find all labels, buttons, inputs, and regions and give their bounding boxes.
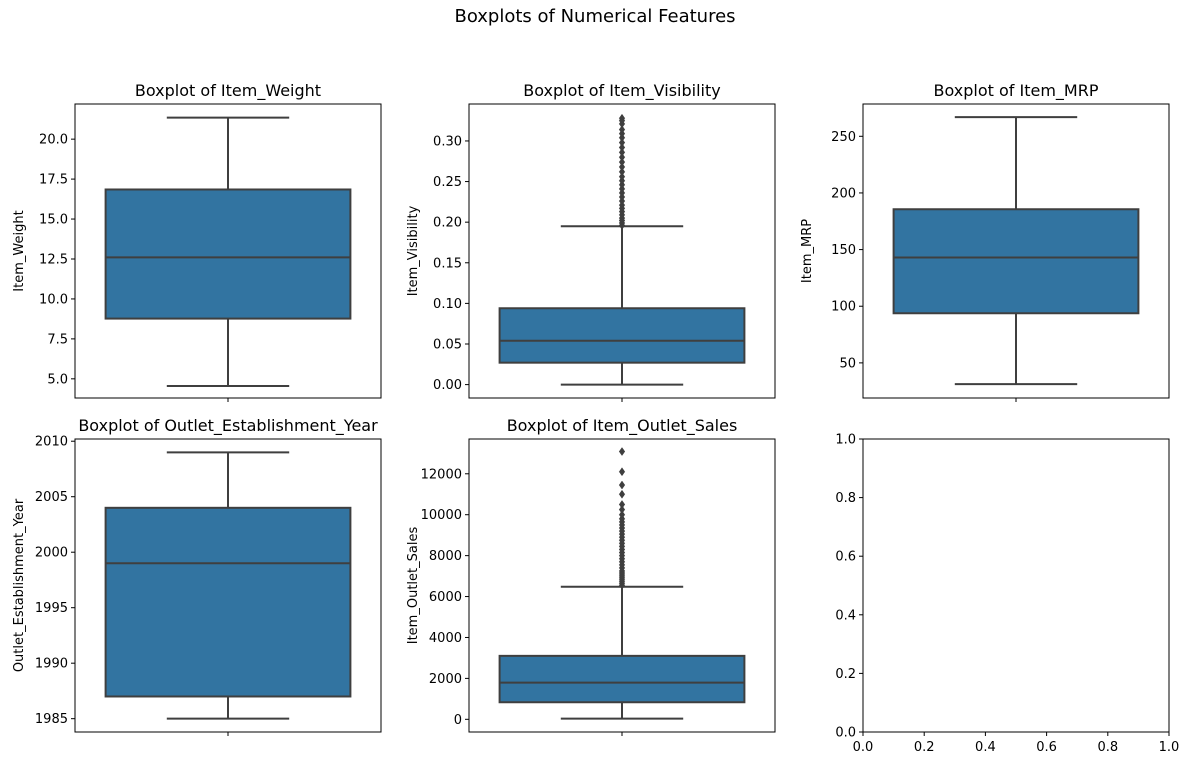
- y-tick-label: 5.0: [47, 372, 68, 387]
- x-tick-label: 0.0: [853, 740, 874, 755]
- outlier-point: [618, 143, 626, 152]
- outlier-point: [618, 505, 626, 515]
- outlier-point: [618, 172, 626, 182]
- y-axis-label: Item_Weight: [12, 210, 27, 291]
- y-tick-label: 100: [831, 300, 856, 315]
- outlier-point: [618, 157, 626, 167]
- y-tick-label: 10.0: [39, 292, 68, 307]
- outlier-point: [618, 125, 626, 135]
- y-tick-label: 8000: [429, 549, 462, 564]
- subplot-title: Boxplot of Item_Weight: [135, 81, 321, 101]
- iqr-box: [498, 654, 746, 704]
- outlier-point: [618, 500, 626, 509]
- subplot-title: Boxplot of Item_Visibility: [523, 81, 720, 101]
- y-tick-label: 10000: [421, 508, 462, 523]
- outlier-point: [618, 113, 626, 123]
- subplot-title: Boxplot of Outlet_Establishment_Year: [78, 416, 378, 436]
- y-tick-label: 0.00: [433, 378, 462, 393]
- y-axis-label: Outlet_Establishment_Year: [12, 498, 27, 672]
- subplot-6: 0.0 0.2 0.4 0.6 0.8 1.0 0.0 0.2 0.4 0.6 0.8 1.0: [835, 433, 1179, 756]
- y-tick-label: 12000: [421, 467, 462, 482]
- x-tick-label: 0.6: [1036, 740, 1057, 755]
- subplot-5: Boxplot of Item_Outlet_Sales 0 2000 4000 600…: [406, 416, 776, 736]
- outlier-point: [618, 162, 626, 172]
- iqr-box: [892, 208, 1140, 315]
- outlier-point: [618, 138, 626, 148]
- y-tick-label: 17.5: [39, 173, 68, 188]
- y-axis-label: Item_Outlet_Sales: [406, 527, 421, 645]
- y-tick-label: 1995: [35, 601, 68, 616]
- y-tick-label: 4000: [429, 631, 462, 646]
- subplot-title: Boxplot of Item_MRP: [934, 81, 1099, 101]
- y-tick-label: 0.15: [433, 256, 462, 271]
- outlier-point: [618, 147, 626, 157]
- outlier-point: [618, 510, 626, 520]
- y-tick-label: 150: [831, 243, 856, 258]
- x-tick-label: 0.8: [1097, 740, 1118, 755]
- y-axis-label: Item_Visibility: [406, 205, 421, 296]
- axes-frame: [74, 103, 382, 399]
- y-tick-label: 0.10: [433, 297, 462, 312]
- x-tick-label: 1.0: [1159, 740, 1180, 755]
- y-tick-label: 2005: [35, 490, 68, 505]
- y-tick-label: 250: [831, 130, 856, 145]
- y-tick-label: 12.5: [39, 252, 68, 267]
- axes-frame: [862, 103, 1170, 399]
- y-tick-label: 0.05: [433, 337, 462, 352]
- y-tick-label: 2000: [429, 672, 462, 687]
- iqr-box: [104, 506, 352, 698]
- y-tick-label: 1990: [35, 657, 68, 672]
- y-tick-label: 0.6: [835, 550, 856, 565]
- axes-frame: [468, 438, 776, 733]
- y-tick-label: 0.0: [835, 726, 856, 741]
- y-tick-label: 0.8: [835, 491, 856, 506]
- figure-title: Boxplots of Numerical Features: [454, 6, 736, 27]
- y-tick-label: 0.25: [433, 175, 462, 190]
- subplot-title: Boxplot of Item_Outlet_Sales: [507, 416, 738, 436]
- y-axis-label: Item_MRP: [800, 219, 815, 283]
- y-tick-label: 15.0: [39, 213, 68, 228]
- iqr-box: [104, 188, 352, 320]
- axes-frame: [74, 438, 382, 733]
- y-tick-label: 0: [454, 713, 462, 728]
- subplot-2: Boxplot of Item_Visibility 0.00 0.05 0.10 0.…: [406, 81, 776, 402]
- iqr-box: [498, 307, 746, 364]
- x-tick-label: 0.2: [914, 740, 935, 755]
- y-tick-label: 1985: [35, 712, 68, 727]
- subplot-4: Boxplot of Outlet_Establishment_Year 1985…: [12, 416, 382, 736]
- subplot-3: Boxplot of Item_MRP 50 100 150 200 250 Item_MR…: [800, 81, 1170, 402]
- y-tick-label: 2000: [35, 546, 68, 561]
- y-tick-label: 0.2: [835, 667, 856, 682]
- y-tick-label: 200: [831, 186, 856, 201]
- outlier-point: [618, 480, 626, 490]
- y-tick-label: 0.30: [433, 134, 462, 149]
- y-tick-label: 0.20: [433, 216, 462, 231]
- outlier-point: [618, 152, 626, 162]
- subplot-1: Boxplot of Item_Weight 5.0 7.5 10.0 12.5 15.0…: [12, 81, 382, 402]
- outlier-point: [618, 167, 626, 177]
- y-tick-label: 6000: [429, 590, 462, 605]
- axes-frame: [862, 438, 1170, 733]
- y-tick-label: 1.0: [835, 433, 856, 448]
- outlier-point: [618, 467, 626, 477]
- x-tick-label: 0.4: [975, 740, 996, 755]
- y-tick-label: 7.5: [47, 332, 68, 347]
- outlier-point: [618, 489, 626, 499]
- y-tick-label: 0.4: [835, 608, 856, 623]
- y-tick-label: 50: [839, 356, 856, 371]
- y-tick-label: 20.0: [39, 133, 68, 148]
- axes-frame: [468, 103, 776, 399]
- y-tick-label: 2010: [35, 435, 68, 450]
- outlier-point: [618, 447, 626, 456]
